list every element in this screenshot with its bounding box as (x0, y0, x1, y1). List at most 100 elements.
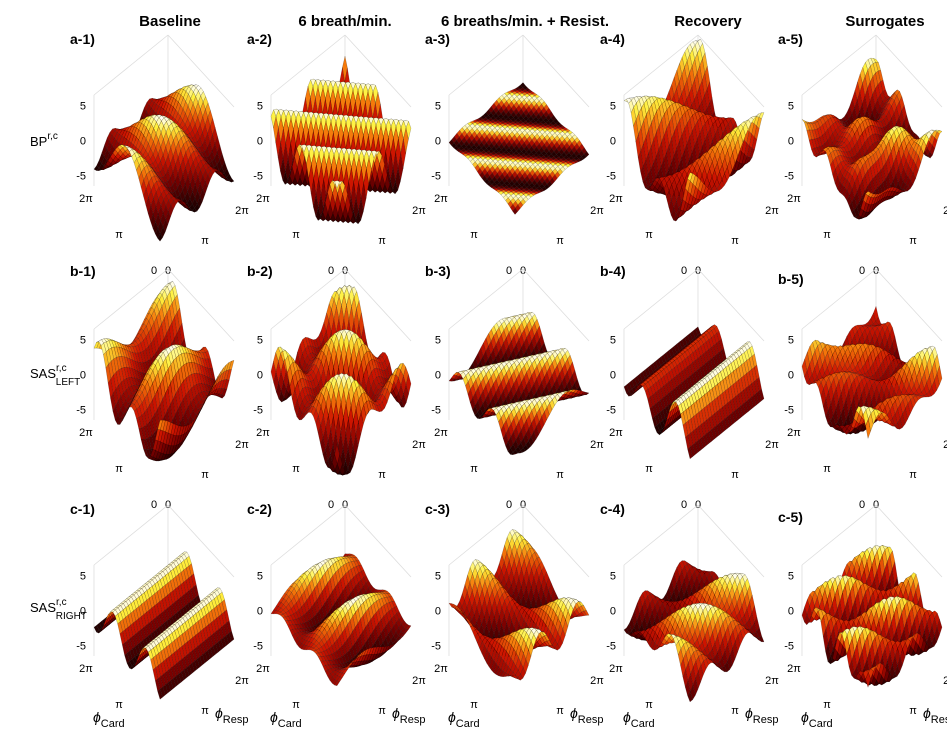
card-tick-label: 2π (256, 193, 270, 205)
card-tick-label: 0 (151, 265, 157, 277)
surface-patch (114, 132, 120, 142)
z-tick-label: -5 (76, 171, 86, 183)
surface-patch (160, 125, 167, 140)
surface-patch (158, 96, 165, 101)
z-tick-label: -5 (606, 171, 616, 183)
surface-patch (158, 120, 164, 133)
surface-patch (212, 126, 218, 145)
resp-tick-label: 2π (590, 205, 604, 217)
z-tick-label: 0 (80, 370, 86, 382)
z-tick-label: 0 (80, 136, 86, 148)
z-tick-label: -5 (784, 171, 794, 183)
surface-patch (116, 129, 123, 135)
surface-patch (226, 173, 232, 181)
resp-tick-label: π (556, 235, 564, 247)
surface-patch (131, 122, 138, 128)
row-name: SAS (30, 366, 56, 381)
z-tick-label: 5 (257, 101, 263, 113)
surface-plot (448, 34, 590, 215)
card-tick-label: 2π (79, 427, 93, 439)
surface-patch (156, 114, 162, 118)
surface-patch (190, 91, 196, 105)
card-tick-label: 2π (434, 193, 448, 205)
column-title: 6 breath/min. (298, 13, 391, 30)
surface-plot (93, 268, 235, 462)
surface-patch (98, 169, 104, 171)
card-tick-label: 2π (787, 193, 801, 205)
surface-patch (173, 92, 179, 100)
z-tick-label: 5 (80, 335, 86, 347)
surface-patch (153, 99, 160, 105)
surface-patch (214, 151, 220, 166)
z-tick-label: 5 (610, 101, 616, 113)
surface-patch (185, 105, 191, 120)
surface-patch (211, 157, 218, 168)
box-edge (448, 34, 524, 96)
card-tick-label: π (115, 463, 123, 475)
box-edge (167, 34, 235, 108)
resp-tick-label: π (909, 235, 917, 247)
surface-patch (170, 106, 176, 118)
z-tick-label: -5 (76, 405, 86, 417)
surface-patch (168, 92, 175, 98)
row-label: BPr,c (30, 131, 58, 149)
surface-patch (143, 119, 150, 129)
surface-patch (138, 131, 144, 144)
surface-patch (188, 145, 194, 156)
z-tick-label: 5 (435, 101, 441, 113)
surface-patch (116, 134, 123, 144)
surface-patch (212, 143, 218, 159)
surface-patch (104, 137, 110, 150)
resp-tick-label: π (378, 235, 386, 247)
row-sup: r,c (56, 363, 67, 374)
panel-label: a-2) (247, 31, 272, 47)
surface-patch (207, 141, 213, 156)
surface-patch (150, 127, 157, 142)
z-tick-label: -5 (431, 171, 441, 183)
column-title: 6 breaths/min. + Resist. (441, 13, 609, 30)
surface-patch (228, 178, 235, 183)
panel-label: a-3) (425, 31, 450, 47)
surface-patch (149, 98, 155, 102)
panel-label: b-1) (70, 263, 96, 279)
surface-patch (138, 142, 144, 153)
surface-plot (623, 34, 765, 222)
surface-patch (100, 167, 107, 170)
card-tick-label: π (645, 229, 653, 241)
surface-patch (111, 130, 118, 139)
surface-patch (184, 118, 191, 130)
card-tick-label: π (823, 229, 831, 241)
surface-patch (93, 165, 100, 171)
surface-plot (93, 34, 235, 242)
surface-patch (107, 131, 113, 143)
resp-tick-label: 2π (765, 205, 779, 217)
panel-label: a-4) (600, 31, 625, 47)
card-tick-label: 0 (328, 265, 334, 277)
row-name: BP (30, 134, 47, 149)
resp-tick-label: 2π (943, 205, 947, 217)
surface-plot (270, 34, 412, 225)
box-edge (93, 34, 169, 96)
surface-patch (194, 116, 201, 132)
surface-patch (101, 144, 108, 158)
surface-patch (165, 126, 172, 140)
surface-patch (218, 174, 224, 179)
resp-tick-label: π (201, 235, 209, 247)
column-title: Recovery (674, 13, 742, 30)
surface-patch (205, 102, 211, 118)
panel-label: a-5) (778, 31, 803, 47)
surface-patch (191, 141, 197, 149)
surface-plot (801, 34, 943, 220)
surface-patch (183, 132, 190, 139)
surface-patch (176, 123, 182, 130)
z-tick-label: 5 (788, 101, 794, 113)
resp-tick-label: π (731, 235, 739, 247)
surface-patch (111, 137, 118, 149)
surface-patch (197, 95, 204, 110)
card-tick-label: 2π (79, 193, 93, 205)
column-title: Baseline (139, 13, 201, 30)
surface-patch (221, 161, 228, 174)
row-label: SASr,c LEFT (30, 363, 80, 388)
resp-tick-label: 2π (235, 439, 249, 451)
surface-patch (177, 104, 184, 117)
